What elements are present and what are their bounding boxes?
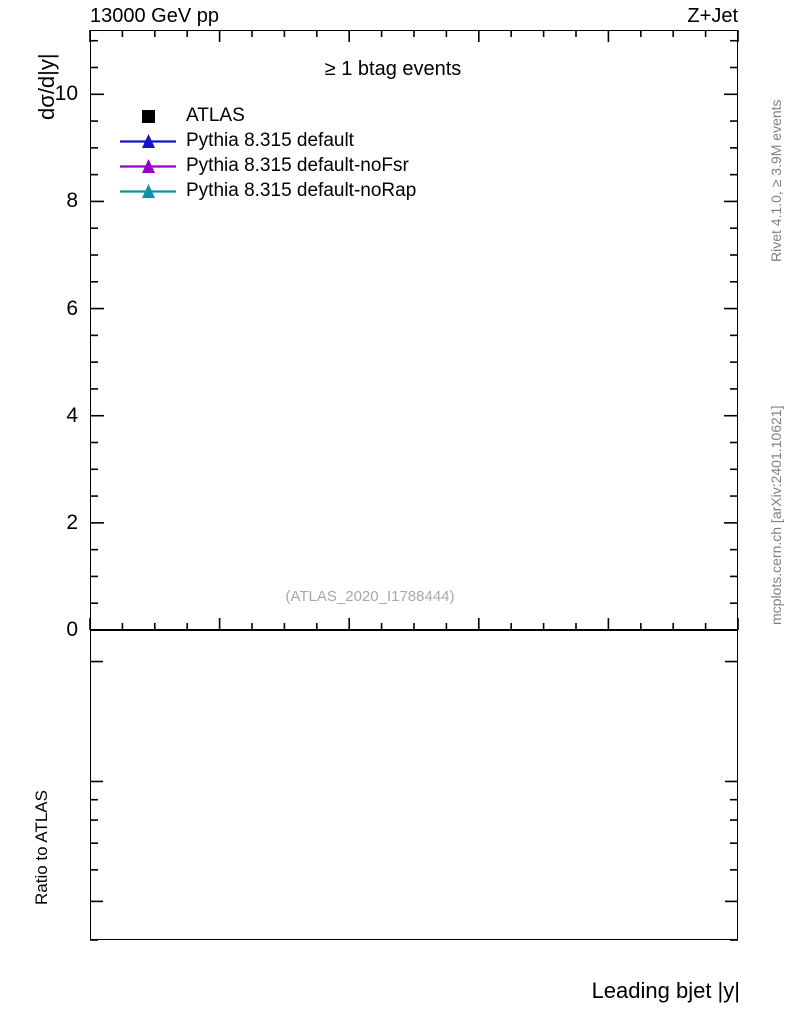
main-axis-ticks [89,30,739,631]
legend-label: Pythia 8.315 default-noRap [186,180,417,201]
process-label: Z+Jet [687,5,738,27]
ratio-plot-data [90,660,738,941]
ratio-y-axis-label: Ratio to ATLAS [32,790,51,905]
tick-label: 0 [66,618,78,641]
tick-label: 2 [66,510,78,534]
ratio-plot-frame [90,630,738,940]
mcplots-reference-label: mcplots.cern.ch [arXiv:2401.10621] [768,405,784,625]
default-marker-icon [120,134,176,148]
nofsr-marker-icon [120,159,176,173]
legend-label: Pythia 8.315 default [186,130,354,151]
legend-label: ATLAS [186,105,245,126]
tick-label: 10 [54,82,78,106]
beam-energy-label: 13000 GeV pp [90,5,219,27]
norap-marker-icon [120,184,176,198]
tick-label: 6 [66,296,78,320]
rivet-version-label: Rivet 4.1.0, ≥ 3.9M events [768,99,784,262]
atlas-marker-icon [142,110,155,123]
ratio-axis-ticks [90,660,738,941]
tick-label: 4 [66,403,78,427]
x-axis-label: Leading bjet |y| [591,978,740,1003]
analysis-id-watermark: (ATLAS_2020_I1788444) [285,588,455,605]
main-plot-data [89,30,739,631]
tick-label: 8 [66,189,78,213]
legend-label: Pythia 8.315 default-noFsr [186,155,409,176]
selection-annotation: ≥ 1 btag events [324,58,462,80]
